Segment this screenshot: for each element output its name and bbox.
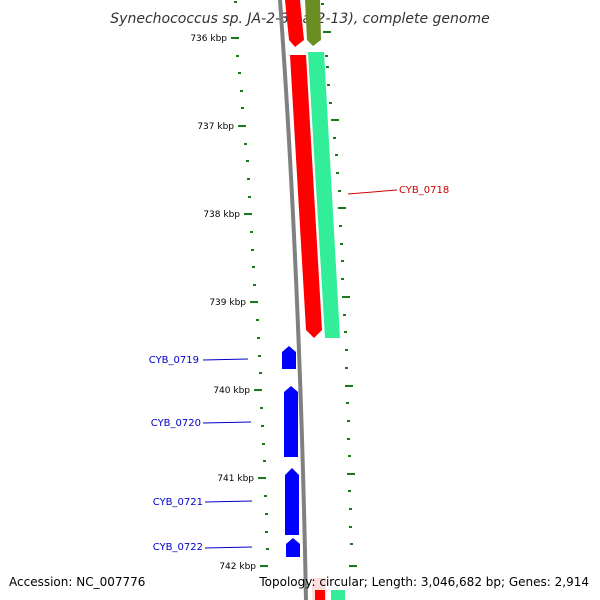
leader-line-cyb-0718: [347, 189, 398, 195]
cds-green-track: [308, 52, 340, 338]
gene-label-cyb-0720[interactable]: CYB_0720: [151, 418, 201, 429]
tick-741: [258, 477, 266, 479]
cds-red-forward: [290, 55, 322, 338]
accession-text: Accession: NC_007776: [9, 575, 145, 589]
kbp-label: 736 kbp: [190, 34, 227, 44]
feature-green-bottom: [331, 590, 345, 600]
kbp-label: 741 kbp: [217, 474, 254, 484]
kbp-label: 738 kbp: [203, 210, 240, 220]
gene-cyb-0722[interactable]: [286, 538, 300, 557]
leader-line-cyb-0722: [204, 546, 253, 549]
right-ruler-major-ticks: [323, 31, 357, 567]
leader-line-cyb-0721: [204, 500, 253, 503]
gene-label-cyb-0721[interactable]: CYB_0721: [153, 497, 203, 508]
gene-label-cyb-0722[interactable]: CYB_0722: [153, 542, 203, 553]
left-ruler-minor-ticks: [234, 1, 269, 550]
kbp-label: 737 kbp: [197, 122, 234, 132]
feature-red-bottom: [315, 590, 325, 600]
olive-feature: [305, 0, 321, 46]
gene-cyb-0721[interactable]: [285, 468, 299, 535]
tick-742: [260, 565, 268, 567]
tick-737: [238, 125, 246, 127]
tick-736: [231, 37, 239, 39]
genome-summary-text: Topology: circular; Length: 3,046,682 bp…: [258, 575, 589, 589]
kbp-label: 742 kbp: [219, 562, 256, 572]
kbp-label: 740 kbp: [213, 386, 250, 396]
tick-738: [244, 213, 252, 215]
cds-red-top: [285, 0, 304, 47]
gene-label-cyb-0719[interactable]: CYB_0719: [149, 355, 199, 366]
leader-line-cyb-0720: [202, 421, 252, 424]
right-ruler-minor-ticks: [321, 3, 353, 545]
genome-backbone: [278, 0, 308, 600]
tick-739: [250, 301, 258, 303]
gene-cyb-0720[interactable]: [284, 386, 298, 457]
gene-cyb-0719[interactable]: [282, 346, 296, 369]
kbp-label: 739 kbp: [209, 298, 246, 308]
gene-label-cyb-0718[interactable]: CYB_0718: [399, 185, 449, 196]
leader-line-cyb-0719: [202, 358, 249, 361]
left-ruler-major-ticks: [231, 37, 268, 567]
tick-740: [254, 389, 262, 391]
